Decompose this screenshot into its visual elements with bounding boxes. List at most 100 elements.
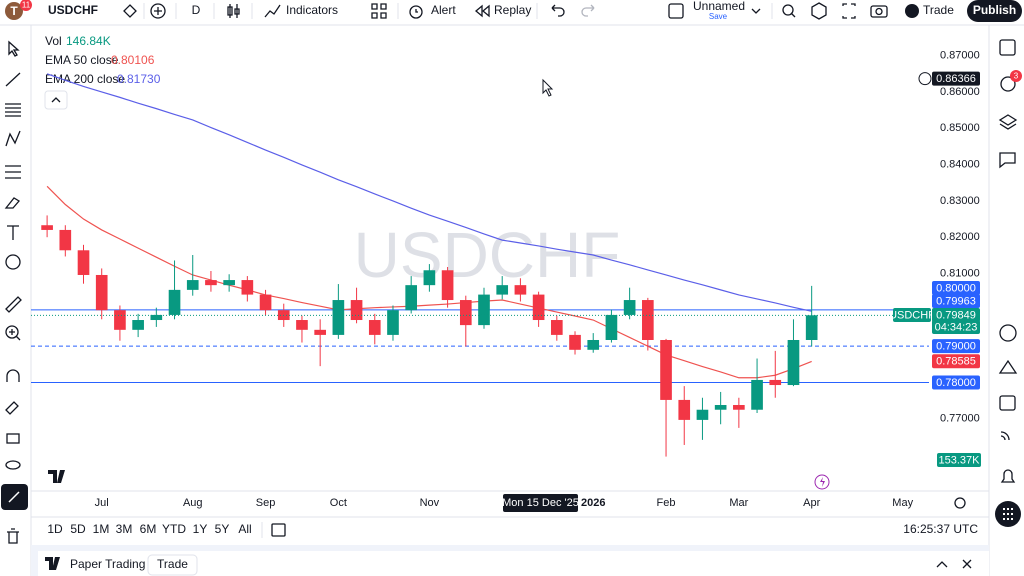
symbol-icon[interactable] — [123, 4, 137, 18]
trend-line-tool[interactable] — [5, 72, 21, 87]
timeframe-button[interactable]: 5Y — [215, 522, 230, 536]
candle-body — [550, 320, 563, 335]
level-label-bg — [932, 375, 980, 390]
candle-body — [132, 320, 144, 330]
candle-body — [623, 300, 636, 315]
axis-settings[interactable] — [954, 497, 966, 509]
layers-button[interactable] — [998, 114, 1018, 130]
indicators-icon[interactable] — [264, 4, 281, 18]
candle-body — [150, 314, 163, 321]
mouse-cursor — [542, 78, 554, 97]
news-button[interactable] — [1000, 431, 1010, 441]
replay-button[interactable]: Replay — [494, 3, 531, 17]
snapshot-button[interactable] — [870, 5, 888, 18]
timeframe-button[interactable]: 6M — [140, 522, 157, 536]
timeframe-button[interactable]: 1D — [47, 522, 63, 536]
panel-trade-label[interactable]: Trade — [157, 557, 188, 571]
alerts-button[interactable] — [1000, 76, 1016, 92]
timeframe-button[interactable]: YTD — [162, 522, 186, 536]
undo-button[interactable] — [551, 4, 565, 17]
x-tick-label: Nov — [420, 497, 440, 509]
forecast-tool[interactable] — [5, 165, 21, 179]
search-button[interactable] — [782, 4, 794, 16]
y-tick-label: 0.84000 — [940, 158, 980, 170]
candle-body — [605, 314, 618, 340]
timeframe-button[interactable]: 1Y — [193, 522, 208, 536]
timeframe-button[interactable]: All — [238, 522, 251, 536]
settings-button[interactable] — [811, 2, 827, 20]
x-tick-label: Oct — [330, 497, 347, 509]
legend-collapse[interactable] — [44, 90, 68, 110]
timeframe-button[interactable]: 3M — [116, 522, 133, 536]
avatar[interactable] — [5, 2, 23, 20]
candle-body — [186, 280, 199, 290]
indicators-button[interactable]: Indicators — [286, 3, 338, 17]
cursor-tool[interactable] — [8, 40, 20, 57]
timeframe-button[interactable]: 5D — [70, 522, 86, 536]
fullscreen-button[interactable] — [842, 3, 856, 19]
compare-button[interactable] — [150, 3, 166, 19]
publish-label[interactable]: Publish — [973, 3, 1016, 17]
icon-tool[interactable] — [5, 254, 21, 270]
candle-body — [296, 320, 308, 330]
symbol-tag: USDCHF — [889, 309, 935, 321]
panel-title[interactable]: Paper Trading — [70, 557, 145, 571]
timeframe-button[interactable]: 1M — [93, 522, 110, 536]
ideas-button[interactable] — [998, 359, 1018, 374]
plus-icon — [154, 7, 162, 15]
alert-icon[interactable] — [409, 5, 423, 19]
layouts-button[interactable] — [371, 3, 387, 19]
layout-menu[interactable] — [751, 8, 761, 14]
alerts-count: 3 — [1014, 72, 1019, 81]
notifications-button[interactable] — [1000, 469, 1016, 483]
trade-button[interactable]: Trade — [923, 3, 954, 17]
hide-tool[interactable] — [5, 460, 21, 470]
link-icon — [8, 491, 20, 503]
text-tool[interactable] — [7, 225, 19, 240]
candle-body — [59, 229, 72, 251]
redo-button[interactable] — [581, 4, 595, 17]
chart-type-button[interactable] — [227, 4, 240, 18]
symbol[interactable]: USDCHF — [48, 3, 98, 17]
fib-tool[interactable] — [5, 103, 21, 117]
brush-tool[interactable] — [4, 197, 20, 209]
chat-button[interactable] — [999, 152, 1016, 169]
panel-controls[interactable] — [936, 559, 972, 569]
stay-drawing-tool[interactable] — [5, 401, 19, 415]
save-label[interactable]: Save — [709, 12, 728, 21]
lock-tool[interactable] — [6, 433, 20, 444]
candle-body — [714, 405, 727, 410]
magnet-tool[interactable] — [6, 369, 20, 382]
level-label-bg — [932, 339, 980, 354]
volume-legend-value: 146.84K — [66, 34, 111, 48]
trade-icon[interactable] — [905, 4, 919, 18]
goto-date-button[interactable] — [271, 523, 286, 537]
volume-label: 153.37K — [939, 454, 981, 466]
interval[interactable]: D — [192, 3, 201, 17]
last-price: 0.79849 — [936, 309, 976, 321]
alert-button[interactable]: Alert — [431, 3, 456, 17]
zoom-tool[interactable] — [5, 325, 19, 339]
replay-icon[interactable] — [474, 4, 490, 18]
candle-body — [751, 379, 763, 410]
x-tick-label: Aug — [183, 497, 203, 509]
candle-body — [787, 339, 800, 386]
publish-button[interactable] — [967, 0, 1022, 22]
calendar-button[interactable] — [999, 395, 1016, 411]
candle-body — [259, 294, 272, 311]
technicals-button[interactable] — [999, 324, 1017, 342]
candle-body — [696, 409, 709, 420]
measure-tool[interactable] — [5, 296, 22, 313]
panel-trade[interactable] — [147, 554, 198, 576]
pattern-tool[interactable] — [5, 130, 21, 147]
layout-checkbox[interactable] — [668, 3, 684, 19]
candle-body — [660, 339, 672, 400]
candle-body — [387, 310, 399, 335]
layout-name[interactable]: Unnamed — [693, 0, 745, 13]
x-tick-label: Feb — [657, 497, 676, 509]
delete-tool[interactable] — [7, 528, 19, 544]
candle-body — [223, 280, 235, 286]
candle-body — [77, 250, 90, 275]
watchlist-button[interactable] — [999, 39, 1016, 56]
badge-count: 11 — [22, 1, 31, 10]
